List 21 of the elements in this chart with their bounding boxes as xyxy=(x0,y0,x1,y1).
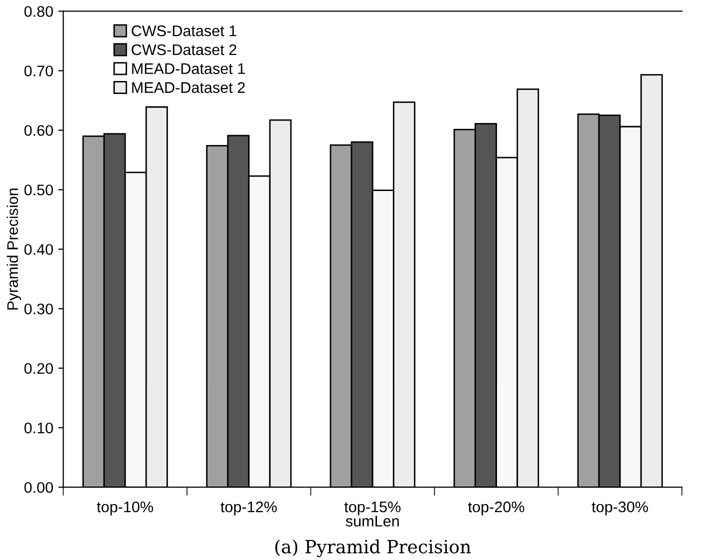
y-tick-label: 0.20 xyxy=(24,363,53,374)
x-tick-label: top-15% xyxy=(344,502,400,516)
y-tick-label: 0.10 xyxy=(24,422,53,434)
y-tick-label: 0.00 xyxy=(24,482,53,493)
y-tick-label: 0.80 xyxy=(24,6,53,17)
x-tick-label: top-10% xyxy=(96,501,154,516)
y-tick-label: 0.50 xyxy=(24,184,53,196)
x-tick-label: top-12% xyxy=(220,501,277,516)
y-tick-label: 0.70 xyxy=(24,66,53,76)
x-tick-label: top-30% xyxy=(592,501,648,516)
y-tick-label: 0.30 xyxy=(24,304,53,314)
legend-label: CWS-Dataset 1 xyxy=(132,25,236,36)
legend-label: MEAD-Dataset 2 xyxy=(132,82,245,93)
x-axis-title: sumLen xyxy=(346,516,399,527)
legend-label: CWS-Dataset 2 xyxy=(132,44,236,56)
legend-label: MEAD-Dataset 1 xyxy=(132,63,245,74)
y-tick-label: 0.60 xyxy=(24,125,53,136)
y-axis-title: Pyramid Precision xyxy=(6,188,22,310)
y-tick-label: 0.40 xyxy=(24,244,53,255)
text: (a) Pyramid Precision xyxy=(275,539,471,558)
x-tick-label: top-20% xyxy=(468,501,524,516)
